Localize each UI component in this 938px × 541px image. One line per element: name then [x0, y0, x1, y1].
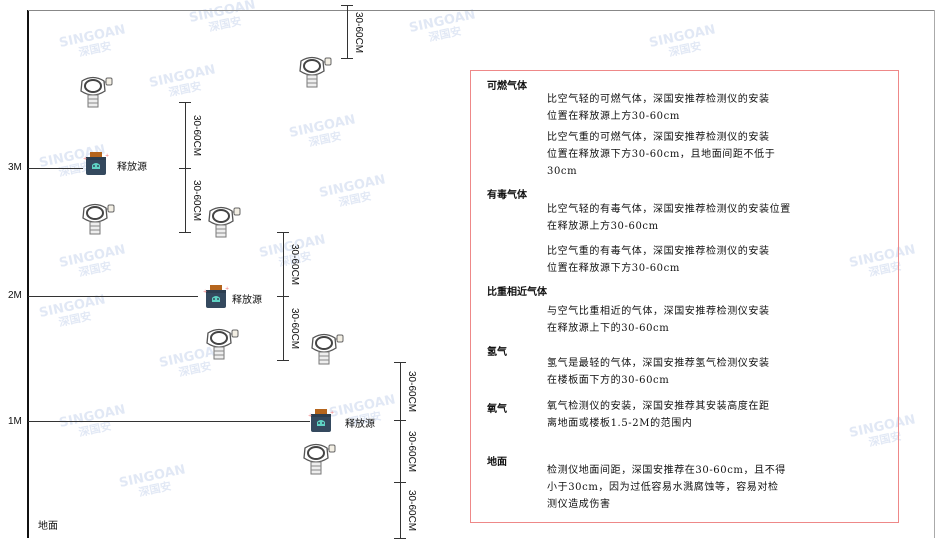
release-source-label: 释放源	[232, 295, 262, 306]
dimension-line	[400, 482, 401, 538]
watermark: SINGOAN 深国安	[37, 292, 107, 330]
para-combustible-light: 比空气轻的可燃气体，深国安推荐检测仪的安装 位置在释放源上方30-60cm	[547, 94, 770, 122]
heading-ground: 地面	[487, 457, 507, 468]
dimension-label: 30-60CM	[191, 115, 202, 157]
dimension-line	[185, 168, 186, 232]
level-3m: 3M	[8, 162, 22, 173]
release-source-icon: + +	[308, 409, 334, 433]
dimension-label: 30-60CM	[191, 180, 202, 222]
watermark: SINGOAN 深国安	[287, 112, 357, 150]
heading-hydrogen: 氢气	[487, 347, 507, 358]
level-1m-line	[28, 421, 310, 422]
watermark: SINGOAN 深国安	[187, 0, 257, 35]
gas-detector-icon	[79, 202, 115, 236]
watermark: SINGOAN 深国安	[407, 7, 477, 45]
para-toxic-light: 比空气轻的有毒气体，深国安推荐检测仪的安装位置 在释放源上方30-60cm	[547, 204, 791, 232]
dimension-label: 30-60CM	[406, 371, 417, 413]
level-1m: 1M	[8, 416, 22, 427]
wall-line	[27, 10, 29, 538]
para-similar: 与空气比重相近的气体，深国安推荐检测仪安装 在释放源上下的30-60cm	[547, 306, 770, 334]
svg-text:+: +	[83, 156, 87, 162]
level-2m-line	[28, 296, 198, 297]
dimension-line	[347, 5, 348, 58]
watermark: SINGOAN 深国安	[57, 402, 127, 440]
level-3m-line	[28, 168, 83, 169]
dimension-tick	[277, 296, 289, 297]
dimension-line	[400, 362, 401, 420]
watermark: SINGOAN 深国安	[647, 22, 717, 60]
dimension-tick	[341, 5, 353, 6]
watermark: SINGOAN 深国安	[57, 22, 127, 60]
dimension-label: 30-60CM	[289, 308, 300, 350]
dimension-tick	[277, 232, 289, 233]
ground-label: 地面	[38, 521, 58, 532]
release-source-label: 释放源	[345, 419, 375, 430]
release-source-icon: + +	[203, 285, 229, 309]
release-source-label: 释放源	[117, 162, 147, 173]
para-combustible-heavy: 比空气重的可燃气体，深国安推荐检测仪的安装 位置在释放源下方30-60cm，且地…	[547, 132, 776, 177]
dimension-line	[283, 232, 284, 296]
dimension-label: 30-60CM	[289, 244, 300, 286]
watermark: SINGOAN 深国安	[317, 172, 387, 210]
dimension-tick	[179, 168, 191, 169]
svg-text:+: +	[105, 153, 109, 159]
heading-combustible: 可燃气体	[487, 81, 527, 92]
heading-oxygen: 氧气	[487, 404, 507, 415]
gas-detector-icon	[205, 205, 241, 239]
dimension-tick	[394, 538, 406, 539]
dimension-line	[283, 296, 284, 360]
ceiling-line	[28, 10, 935, 11]
watermark: SINGOAN 深国安	[117, 462, 187, 500]
para-toxic-heavy: 比空气重的有毒气体，深国安推荐检测仪的安装 位置在释放源下方30-60cm	[547, 246, 770, 274]
dimension-tick	[277, 360, 289, 361]
dimension-line	[185, 102, 186, 168]
watermark: SINGOAN 深国安	[57, 242, 127, 280]
watermark: SINGOAN 深国安	[147, 62, 217, 100]
dimension-label: 30-60CM	[406, 431, 417, 473]
gas-detector-icon	[203, 327, 239, 361]
dimension-label: 30-60CM	[353, 11, 364, 53]
heading-toxic: 有毒气体	[487, 190, 527, 201]
dimension-tick	[394, 420, 406, 421]
dimension-tick	[179, 232, 191, 233]
gas-detector-icon	[308, 332, 344, 366]
gas-detector-icon	[296, 55, 332, 89]
dimension-label: 30-60CM	[406, 490, 417, 532]
dimension-tick	[394, 482, 406, 483]
svg-text:+: +	[308, 413, 312, 419]
svg-text:+: +	[225, 286, 229, 292]
right-border	[934, 10, 935, 538]
heading-similar: 比重相近气体	[487, 287, 547, 298]
svg-text:+: +	[330, 410, 334, 416]
gas-detector-icon	[77, 75, 113, 109]
dimension-tick	[341, 58, 353, 59]
info-panel: 可燃气体 比空气轻的可燃气体，深国安推荐检测仪的安装 位置在释放源上方30-60…	[470, 70, 899, 523]
para-hydrogen: 氢气是最轻的气体，深国安推荐氢气检测仪安装 在楼板面下方的30-60cm	[547, 358, 770, 386]
release-source-icon: + +	[83, 152, 109, 176]
dimension-tick	[394, 362, 406, 363]
dimension-tick	[179, 102, 191, 103]
para-oxygen: 氧气检测仪的安装，深国安推荐其安装高度在距 离地面或楼板1.5-2M的范围内	[547, 401, 770, 429]
gas-detector-icon	[300, 442, 336, 476]
level-2m: 2M	[8, 290, 22, 301]
dimension-line	[400, 420, 401, 482]
svg-text:+: +	[203, 289, 207, 295]
para-ground: 检测仪地面间距，深国安推荐在30-60cm，且不得 小于30cm，因为过低容易水…	[547, 465, 786, 510]
